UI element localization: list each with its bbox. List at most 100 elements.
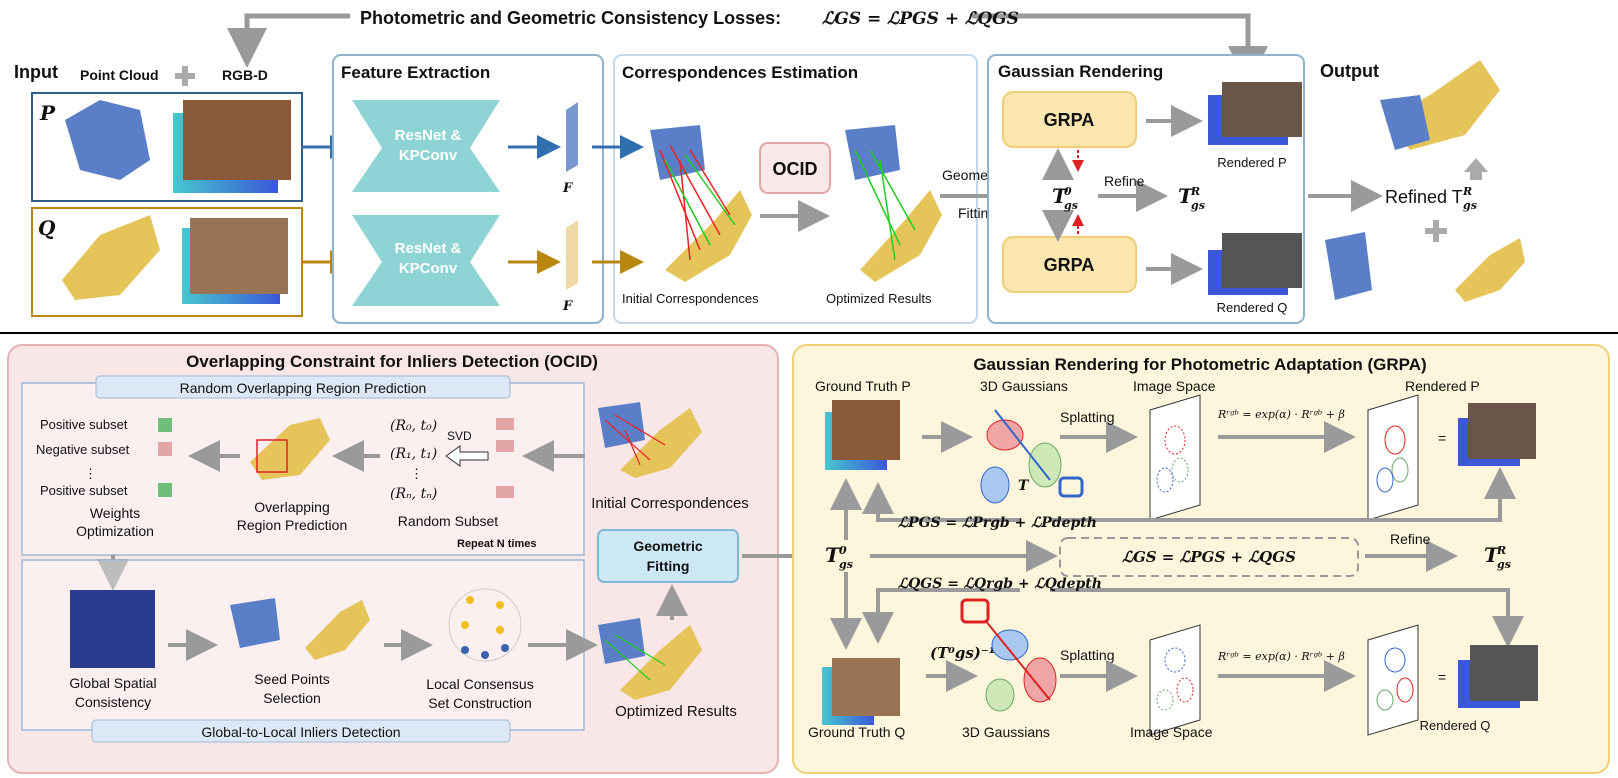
feature-p-icon	[566, 102, 578, 172]
gaussians-label-2: 3D Gaussians	[962, 724, 1050, 740]
point-cloud-label: Point Cloud	[80, 67, 159, 83]
svg-text:R: R	[1190, 185, 1200, 198]
geometric-fitting-box	[597, 529, 739, 583]
camera-icon-2	[960, 598, 990, 624]
loss-q-label: ℒQGS = ℒQrgb + ℒQdepth	[898, 576, 1102, 592]
equals-2: =	[1438, 669, 1446, 685]
camera-icon-1	[1058, 476, 1084, 498]
feature-extraction-title: Feature Extraction	[341, 63, 490, 82]
input-section: Input Point Cloud RGB-D P Q	[14, 62, 354, 317]
svg-text:0: 0	[839, 544, 847, 557]
overlap-label-1: Overlapping	[254, 499, 330, 515]
ocid-initial-corr-label: Initial Correspondences	[591, 495, 749, 512]
overlap-label-2: Region Prediction	[237, 517, 348, 533]
title-formula: ℒGS = ℒPGS + ℒQGS	[822, 9, 1019, 29]
rendered-q-label: Rendered Q	[1217, 300, 1288, 315]
loss-p-label: ℒPGS = ℒPrgb + ℒPdepth	[898, 515, 1097, 531]
grpa-rendered-q-label: Rendered Q	[1420, 718, 1491, 733]
negative-subset: Negative subset	[36, 442, 130, 457]
svg-text:gs: gs	[1497, 558, 1511, 571]
resnet-encoder-p	[352, 100, 500, 192]
svg-text:0: 0	[1064, 185, 1072, 198]
initial-correspondences-label: Initial Correspondences	[622, 291, 759, 306]
correspondences-section: Correspondences Estimation Initial Corre…	[592, 54, 978, 324]
grpa-rendered-q-image	[1470, 645, 1538, 701]
t0-top-label: T	[1052, 184, 1069, 208]
grpa-label-1: GRPA	[1044, 110, 1095, 130]
global-label-1: Global Spatial	[69, 675, 156, 691]
svd-arrow	[445, 445, 489, 467]
positive-subset-1: Positive subset	[40, 417, 128, 432]
tinv-label: (T⁰gs)⁻¹	[930, 644, 995, 662]
title-text: Photometric and Geometric Consistency Lo…	[360, 8, 781, 28]
gaussian-rendering-title: Gaussian Rendering	[998, 62, 1163, 81]
rendered-q-image	[1222, 233, 1302, 288]
resnet-encoder-q	[352, 215, 500, 306]
gt-q-label: Ground Truth Q	[808, 724, 905, 740]
local-label-2: Set Construction	[428, 695, 532, 711]
top-loss-title: Photometric and Geometric Consistency Lo…	[227, 8, 1268, 86]
input-p-label: P	[39, 101, 56, 125]
random-subset-label: Random Subset	[398, 513, 499, 529]
local-label-1: Local Consensus	[426, 676, 533, 692]
ocid-optimized-label: Optimized Results	[615, 703, 737, 720]
splatting-label-2: Splatting	[1060, 647, 1114, 663]
rendered-p-label: Rendered P	[1217, 155, 1286, 170]
dots-2: ⋮	[410, 466, 423, 481]
image-space-label-2: Image Space	[1130, 724, 1213, 740]
fitting-label: Fitting	[958, 205, 996, 221]
grpa-rendered-p-label: Rendered P	[1405, 378, 1480, 394]
grpa-box-1	[1002, 91, 1137, 148]
geo-fitting-label-2: Fitting	[647, 558, 690, 574]
output-label: Output	[1320, 61, 1379, 81]
plus-icon	[175, 66, 195, 86]
feature-q-icon	[566, 220, 578, 290]
tr-top-label: T	[1178, 184, 1195, 208]
output-point-cloud-p	[1380, 95, 1430, 150]
gaussian-t0-label: T	[1018, 478, 1030, 494]
correspondences-title: Correspondences Estimation	[622, 63, 858, 82]
neg-subset-icon	[158, 442, 172, 456]
feature-q-label: F	[562, 299, 573, 314]
svd-label: SVD	[447, 429, 472, 443]
ocid-box	[759, 142, 831, 194]
optimized-results-label: Optimized Results	[826, 291, 932, 306]
weights-label-2: Optimization	[76, 523, 154, 539]
svg-text:gs: gs	[1191, 199, 1205, 212]
grpa-rendered-p-image	[1468, 403, 1536, 459]
ocid-label: OCID	[773, 159, 818, 179]
rgbd-q-image	[190, 218, 288, 294]
image-space-label-1: Image Space	[1133, 378, 1216, 394]
g2l-label: Global-to-Local Inliers Detection	[201, 724, 400, 740]
equals-1: =	[1438, 430, 1446, 446]
feature-extraction-section: Feature Extraction ResNet & KPConv ResNe…	[332, 54, 604, 324]
svg-text:gs: gs	[839, 558, 853, 571]
resnet-p-label-2: KPConv	[399, 147, 458, 164]
output-q-cloud	[1455, 238, 1525, 302]
geo-fitting-label-1: Geometric	[633, 538, 702, 554]
refined-label: Refined T	[1385, 187, 1463, 207]
splatting-label-1: Splatting	[1060, 409, 1114, 425]
resnet-p-label-1: ResNet &	[395, 127, 462, 144]
g2l-header	[91, 719, 511, 743]
total-loss-label: ℒGS = ℒPGS + ℒQGS	[1122, 548, 1296, 566]
gaussian-rendering-section: Gaussian Rendering GRPA GRPA T 0 gs Refi…	[987, 54, 1305, 324]
global-spatial-matrix	[70, 590, 155, 668]
feature-p-label: F	[562, 181, 573, 196]
image-space-plane-2	[1149, 624, 1201, 736]
grpa-panel-title: Gaussian Rendering for Photometric Adapt…	[973, 355, 1426, 374]
grpa-panel: Gaussian Rendering for Photometric Adapt…	[792, 344, 1610, 774]
ocid-panel-title: Overlapping Constraint for Inliers Detec…	[186, 352, 598, 371]
output-p-cloud	[1325, 232, 1372, 300]
svg-text:gs: gs	[1064, 199, 1078, 212]
resnet-q-label-2: KPConv	[399, 260, 458, 277]
gt-q-image	[832, 658, 900, 716]
random-region-header	[95, 375, 511, 399]
formula-1: Rʳᵍᵇ = exp(α) · Rʳᵍᵇ + β	[1217, 408, 1345, 421]
positive-subset-2: Positive subset	[40, 483, 128, 498]
total-loss-box	[1059, 537, 1359, 577]
svg-text:R: R	[1462, 185, 1472, 198]
gaussians-label-1: 3D Gaussians	[980, 378, 1068, 394]
r0-label: (R₀, t₀)	[390, 418, 437, 434]
